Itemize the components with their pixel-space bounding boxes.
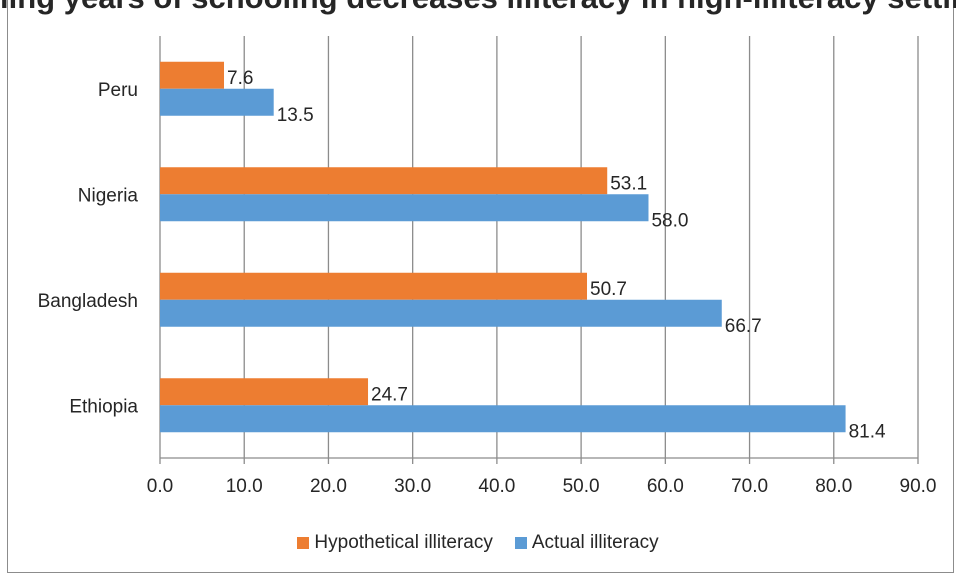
x-tick-label: 80.0 xyxy=(815,476,852,497)
x-tick-label: 0.0 xyxy=(147,476,173,497)
bar-actual xyxy=(160,405,846,433)
data-label: 66.7 xyxy=(725,316,762,337)
category-label: Peru xyxy=(98,80,138,101)
data-label: 7.6 xyxy=(227,68,253,89)
data-label: 13.5 xyxy=(277,105,314,126)
bar-actual xyxy=(160,88,274,116)
x-tick-label: 90.0 xyxy=(900,476,937,497)
x-tick-label: 50.0 xyxy=(563,476,600,497)
bar-actual xyxy=(160,194,649,222)
data-label: 50.7 xyxy=(590,279,627,300)
x-tick-label: 70.0 xyxy=(731,476,768,497)
x-tick-label: 60.0 xyxy=(647,476,684,497)
data-label: 58.0 xyxy=(651,210,688,231)
legend-item-actual: Actual illiteracy xyxy=(514,532,659,554)
bar-hypothetical xyxy=(160,61,225,89)
legend-label-hypothetical: Hypothetical illiteracy xyxy=(314,532,493,553)
category-label: Nigeria xyxy=(78,185,139,206)
category-label: Ethiopia xyxy=(69,396,138,417)
data-label: 53.1 xyxy=(610,173,647,194)
legend-label-actual: Actual illiteracy xyxy=(531,532,659,553)
bar-hypothetical xyxy=(160,378,369,406)
data-label: 24.7 xyxy=(371,384,408,405)
legend-swatch-hypothetical xyxy=(297,537,310,549)
legend-item-hypothetical: Hypothetical illiteracy xyxy=(297,532,493,554)
data-label: 81.4 xyxy=(849,421,886,442)
x-tick-label: 30.0 xyxy=(394,476,431,497)
x-tick-label: 40.0 xyxy=(478,476,515,497)
legend-swatch-actual xyxy=(514,537,527,549)
bar-actual xyxy=(160,299,722,327)
x-tick-label: 20.0 xyxy=(310,476,347,497)
x-tick-label: 10.0 xyxy=(226,476,263,497)
category-label: Bangladesh xyxy=(38,291,138,312)
chart-title: ling years of schooling decreases illite… xyxy=(0,0,956,18)
legend: Hypothetical illiteracy Actual illiterac… xyxy=(0,532,956,554)
bar-hypothetical xyxy=(160,167,608,195)
bar-hypothetical xyxy=(160,272,588,300)
